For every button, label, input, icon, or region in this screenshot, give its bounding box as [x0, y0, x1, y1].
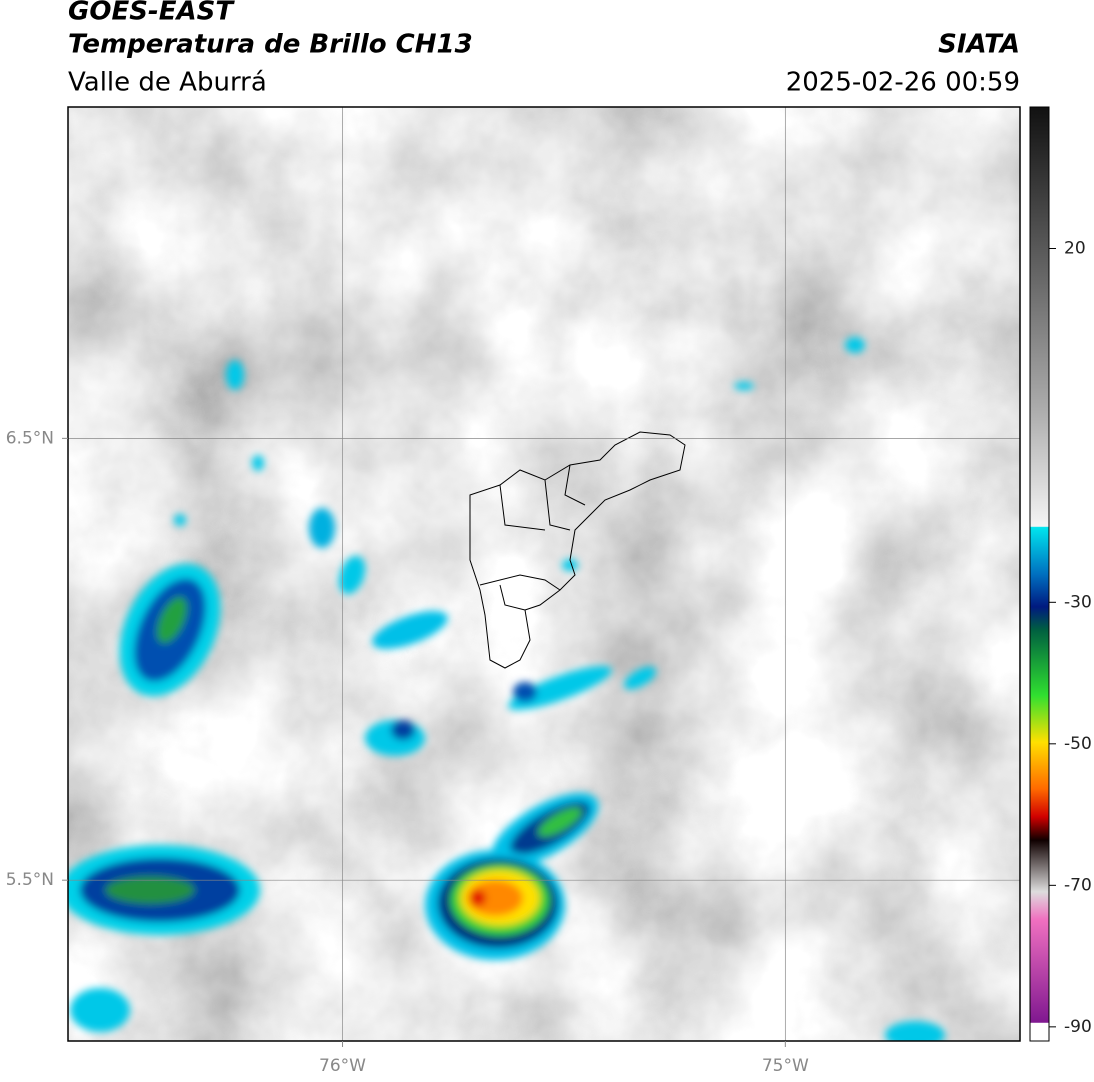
colorbar-label: 20: [1064, 239, 1086, 259]
x-tick-label: 76°W: [319, 1056, 366, 1076]
colorbar-label: -50: [1064, 734, 1092, 754]
subtitle: Temperatura de Brillo CH13: [68, 30, 473, 60]
colorbar: [1029, 106, 1050, 1042]
datetime: 2025-02-26 00:59: [786, 68, 1020, 98]
source: SIATA: [938, 30, 1020, 60]
colorbar-label: -70: [1064, 875, 1092, 895]
colorbar-label: -90: [1064, 1017, 1092, 1037]
title: GOES-EAST: [68, 0, 235, 27]
map-grid: [68, 107, 1020, 1041]
colorbar-label: -30: [1064, 592, 1092, 612]
region: Valle de Aburrá: [68, 68, 267, 98]
convective-cells: [68, 337, 945, 1041]
map: [68, 107, 1020, 1041]
x-tick-label: 75°W: [762, 1056, 809, 1076]
map-frame: [67, 106, 1021, 1042]
municipal-boundaries: [469, 431, 686, 669]
y-tick-label: 6.5°N: [6, 428, 54, 448]
y-tick-label: 5.5°N: [6, 870, 54, 890]
